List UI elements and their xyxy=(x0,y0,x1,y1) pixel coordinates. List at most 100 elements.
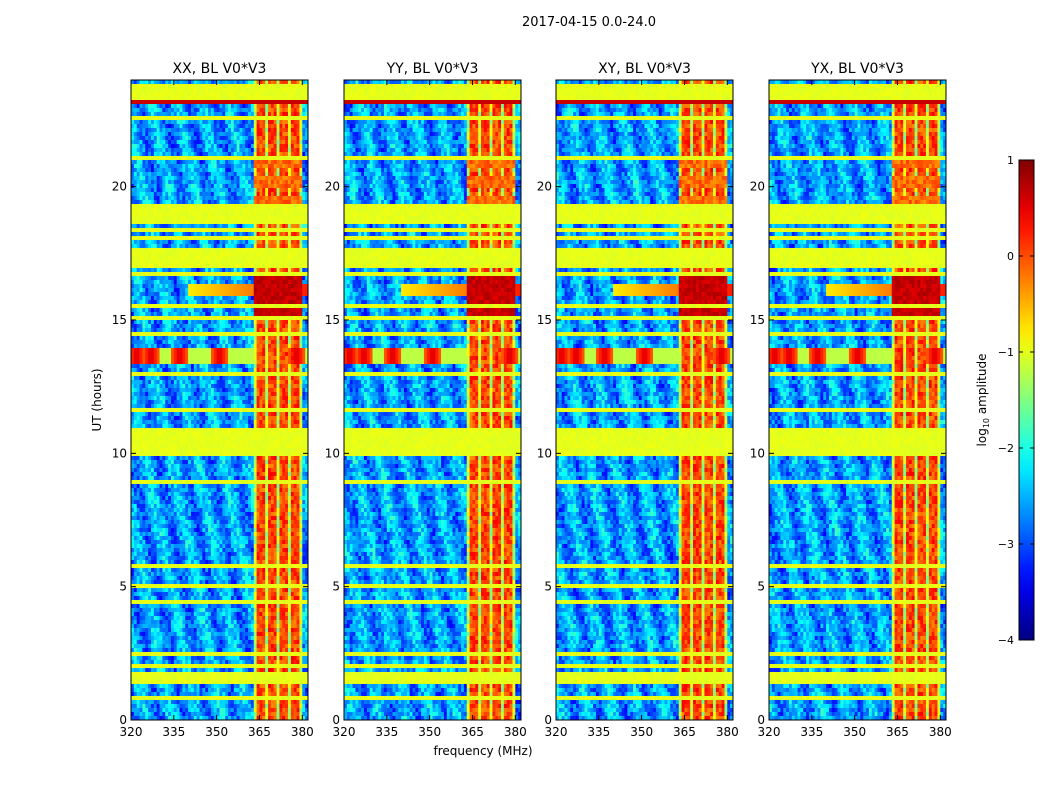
heatmap-cell xyxy=(291,168,294,172)
heatmap-cell xyxy=(174,332,177,336)
heatmap-cell xyxy=(262,348,265,352)
heatmap-cell xyxy=(282,296,285,300)
heatmap-cell xyxy=(148,364,151,368)
heatmap-cell xyxy=(168,240,171,244)
heatmap-cell xyxy=(162,148,165,152)
heatmap-cell xyxy=(185,268,188,272)
heatmap-cell xyxy=(231,164,234,168)
heatmap-cell xyxy=(165,260,168,264)
heatmap-cell xyxy=(234,372,237,376)
heatmap-cell xyxy=(162,384,165,388)
heatmap-cell xyxy=(294,364,297,368)
heatmap-cell xyxy=(237,224,240,228)
heatmap-cell xyxy=(288,92,291,96)
heatmap-cell xyxy=(274,296,277,300)
heatmap-cell xyxy=(274,368,277,372)
heatmap-cell xyxy=(208,116,211,120)
heatmap-cell xyxy=(197,316,200,320)
heatmap-cell xyxy=(171,352,174,356)
heatmap-cell xyxy=(157,84,160,88)
heatmap-cell xyxy=(177,84,180,88)
heatmap-cell xyxy=(197,244,200,248)
heatmap-cell xyxy=(197,376,200,380)
heatmap-cell xyxy=(220,180,223,184)
heatmap-cell xyxy=(274,360,277,364)
heatmap-cell xyxy=(197,200,200,204)
heatmap-cell xyxy=(288,312,291,316)
heatmap-cell xyxy=(157,140,160,144)
heatmap-cell xyxy=(177,272,180,276)
heatmap-cell xyxy=(299,292,302,296)
heatmap-cell xyxy=(288,172,291,176)
heatmap-cell xyxy=(228,80,231,84)
heatmap-cell xyxy=(265,276,268,280)
heatmap-cell xyxy=(248,332,251,336)
heatmap-cell xyxy=(285,372,288,376)
heatmap-cell xyxy=(208,364,211,368)
heatmap-cell xyxy=(245,348,248,352)
heatmap-cell xyxy=(239,252,242,256)
heatmap-cell xyxy=(302,160,305,164)
heatmap-cell xyxy=(151,212,154,216)
heatmap-cell xyxy=(259,312,262,316)
heatmap-cell xyxy=(225,292,228,296)
heatmap-cell xyxy=(262,396,265,400)
heatmap-cell xyxy=(160,176,163,180)
heatmap-cell xyxy=(220,208,223,212)
heatmap-cell xyxy=(197,140,200,144)
heatmap-cell xyxy=(271,300,274,304)
heatmap-cell xyxy=(291,124,294,128)
heatmap-cell xyxy=(182,80,185,84)
heatmap-cell xyxy=(242,216,245,220)
heatmap-cell xyxy=(228,128,231,132)
heatmap-cell xyxy=(288,152,291,156)
heatmap-cell xyxy=(242,224,245,228)
heatmap-cell xyxy=(182,120,185,124)
heatmap-cell xyxy=(171,124,174,128)
heatmap-cell xyxy=(205,120,208,124)
heatmap-cell xyxy=(200,84,203,88)
heatmap-cell xyxy=(242,188,245,192)
heatmap-cell xyxy=(148,268,151,272)
heatmap-cell xyxy=(148,116,151,120)
heatmap-cell xyxy=(271,84,274,88)
heatmap-cell xyxy=(259,192,262,196)
heatmap-cell xyxy=(137,148,140,152)
heatmap-cell xyxy=(254,208,257,212)
heatmap-cell xyxy=(134,304,137,308)
heatmap-cell xyxy=(162,288,165,292)
heatmap-cell xyxy=(299,152,302,156)
heatmap-cell xyxy=(162,340,165,344)
heatmap-cell xyxy=(208,240,211,244)
heatmap-cell xyxy=(251,320,254,324)
heatmap-cell xyxy=(228,244,231,248)
heatmap-cell xyxy=(228,276,231,280)
heatmap-cell xyxy=(274,168,277,172)
heatmap-cell xyxy=(259,368,262,372)
heatmap-cell xyxy=(194,396,197,400)
heatmap-cell xyxy=(251,348,254,352)
heatmap-cell xyxy=(259,248,262,252)
heatmap-cell xyxy=(188,380,191,384)
heatmap-cell xyxy=(205,384,208,388)
heatmap-cell xyxy=(177,284,180,288)
heatmap-cell xyxy=(274,316,277,320)
heatmap-cell xyxy=(151,236,154,240)
heatmap-cell xyxy=(268,140,271,144)
heatmap-cell xyxy=(248,328,251,332)
heatmap-cell xyxy=(148,96,151,100)
heatmap-cell xyxy=(222,360,225,364)
heatmap-cell xyxy=(137,260,140,264)
heatmap-cell xyxy=(220,284,223,288)
heatmap-cell xyxy=(217,376,220,380)
heatmap-cell xyxy=(239,364,242,368)
heatmap-cell xyxy=(279,92,282,96)
heatmap-cell xyxy=(180,236,183,240)
heatmap-cell xyxy=(222,156,225,160)
heatmap-cell xyxy=(220,84,223,88)
heatmap-cell xyxy=(191,288,194,292)
heatmap-cell xyxy=(251,236,254,240)
heatmap-cell xyxy=(268,280,271,284)
heatmap-cell xyxy=(214,352,217,356)
heatmap-cell xyxy=(151,264,154,268)
